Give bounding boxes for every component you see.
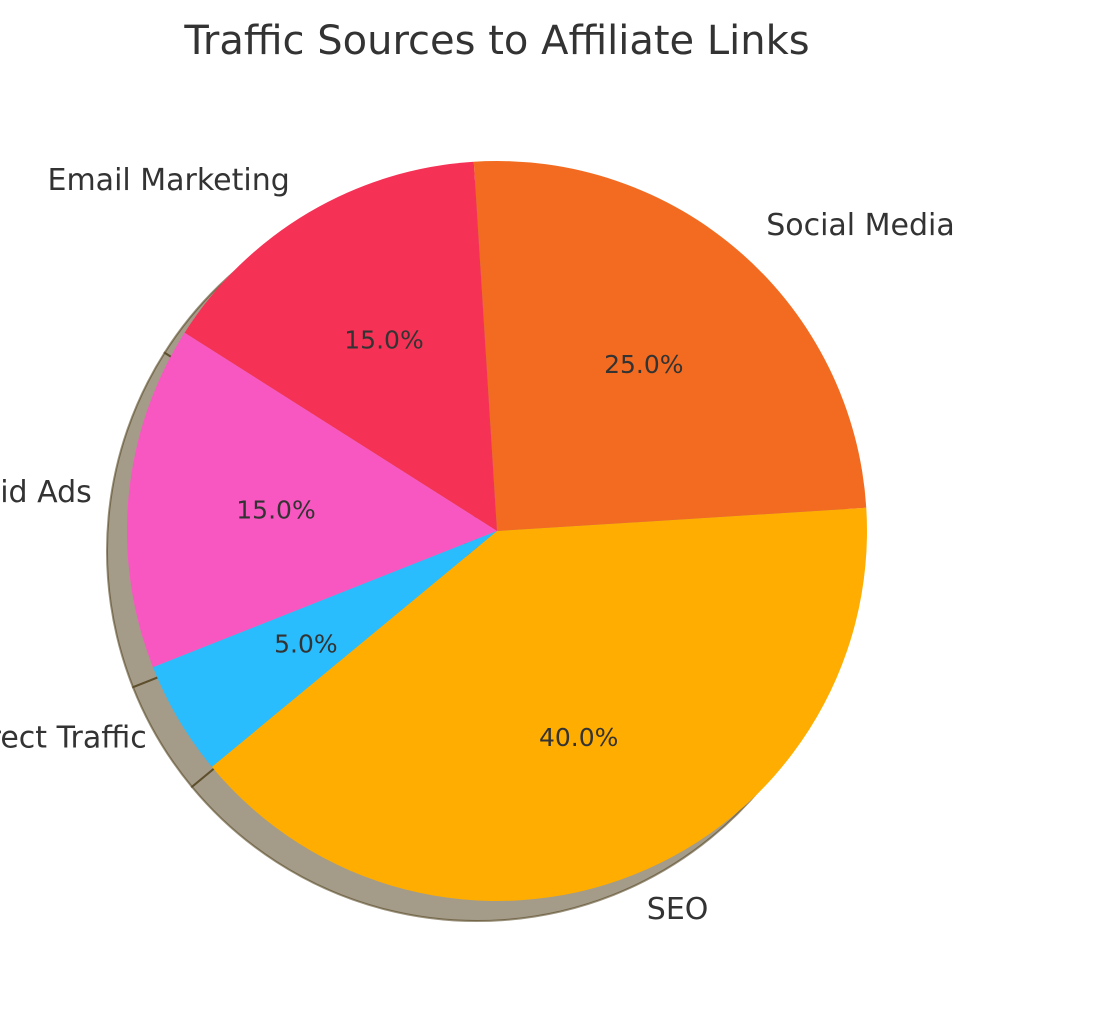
pie-labels: SEO 40.0% Social Media 25.0% Email Marketing… bbox=[0, 163, 955, 927]
percent-label-seo: 40.0% bbox=[539, 723, 618, 752]
slice-label-direct-traffic: Direct Traffic bbox=[0, 721, 147, 756]
pie-slices bbox=[126, 161, 868, 902]
percent-label-social-media: 25.0% bbox=[604, 350, 683, 379]
percent-label-paid-ads: 15.0% bbox=[236, 496, 315, 525]
slice-label-social-media: Social Media bbox=[766, 208, 955, 243]
percent-label-direct-traffic: 5.0% bbox=[274, 630, 338, 659]
slice-seo bbox=[211, 507, 868, 902]
slice-label-paid-ads: Paid Ads bbox=[0, 475, 92, 510]
percent-label-email-marketing: 15.0% bbox=[344, 325, 423, 354]
slice-social-media bbox=[473, 161, 867, 531]
slice-paid-ads bbox=[126, 332, 497, 668]
chart-title: Traffic Sources to Affiliate Links bbox=[183, 18, 809, 64]
slice-label-seo: SEO bbox=[647, 892, 709, 927]
slice-label-email-marketing: Email Marketing bbox=[48, 163, 290, 198]
slice-email-marketing bbox=[184, 161, 497, 532]
slice-direct-traffic bbox=[152, 531, 498, 767]
